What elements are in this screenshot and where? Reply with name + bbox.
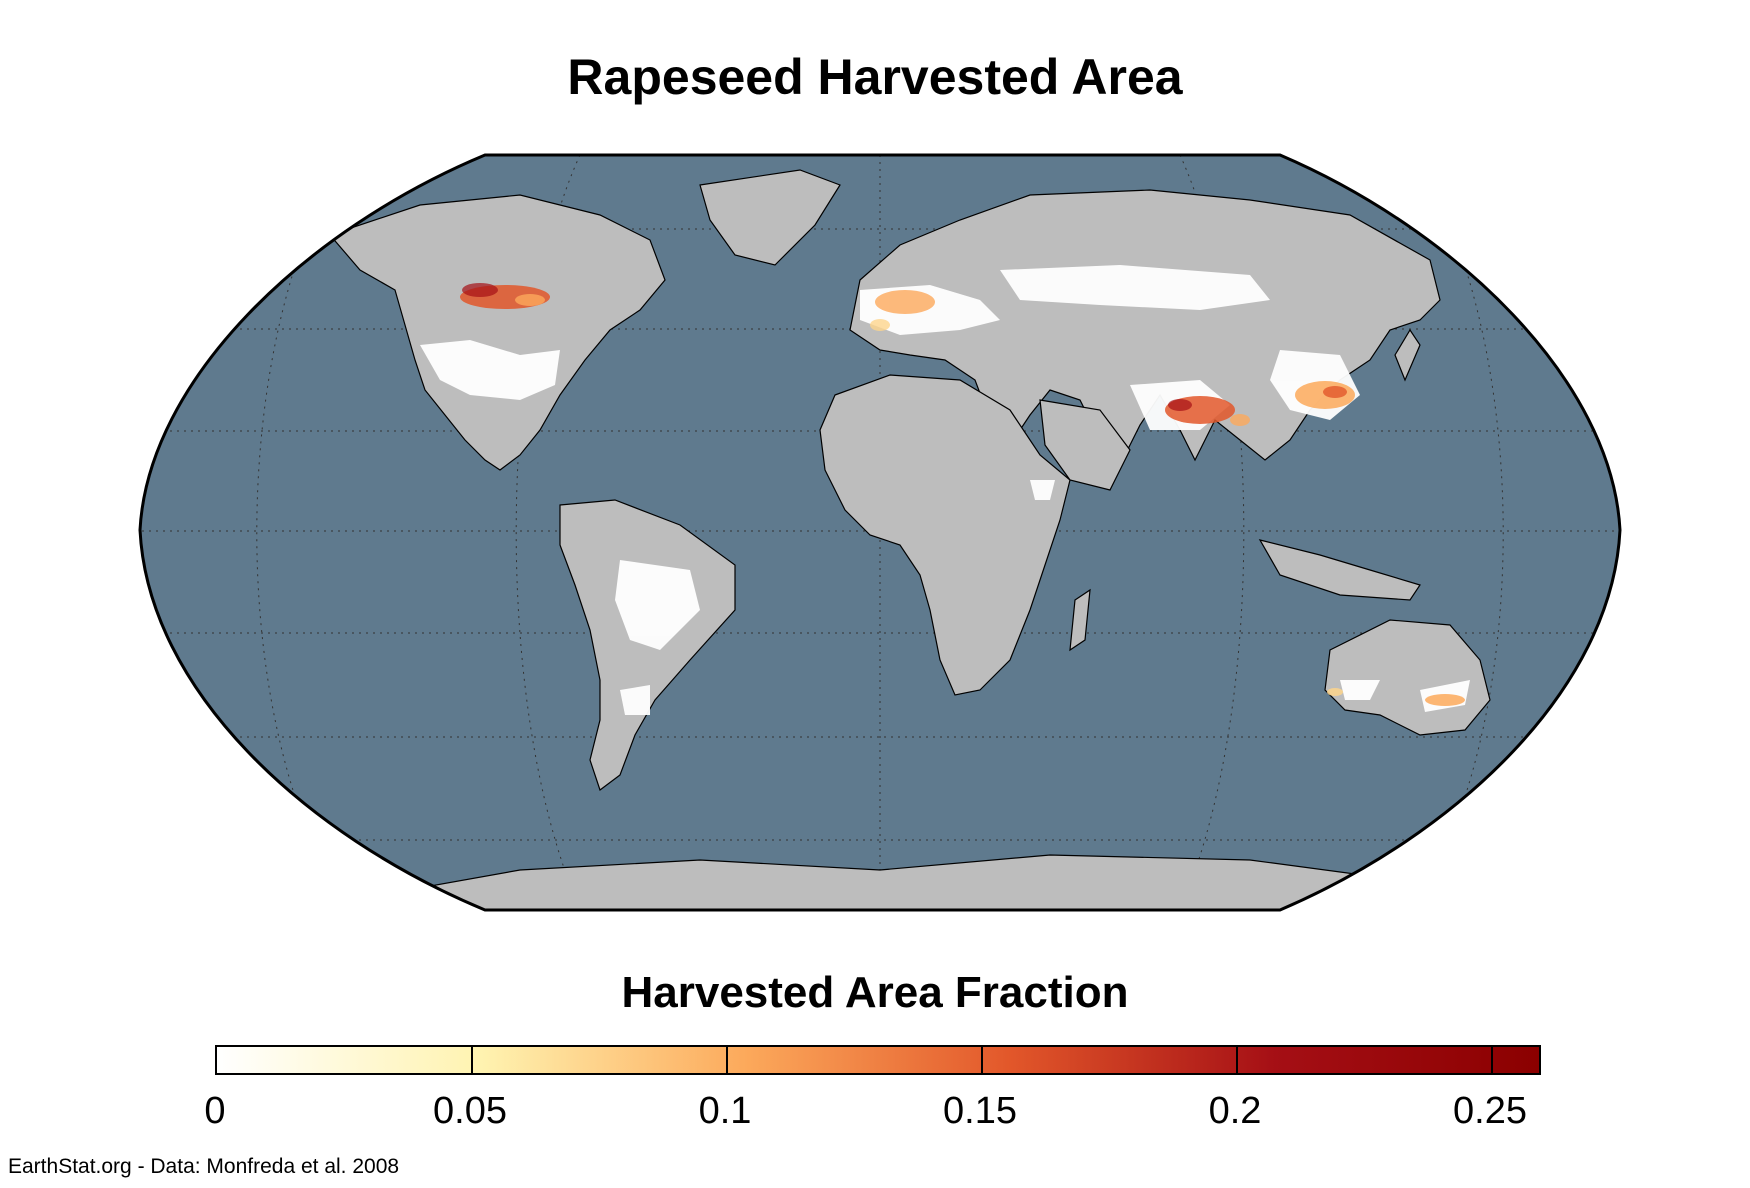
colorbar-tick-label: 0.1 (698, 1090, 752, 1132)
land-masses (299, 169, 1561, 910)
colorbar-tick (1236, 1047, 1238, 1073)
colorbar-tick-label: 0.15 (943, 1090, 1017, 1132)
credit-text: EarthStat.org - Data: Monfreda et al. 20… (8, 1155, 400, 1178)
colorbar (215, 1045, 1541, 1075)
world-map (138, 153, 1622, 912)
greenland (699, 169, 841, 266)
indonesia (1258, 539, 1421, 601)
hotspot-australia (1425, 694, 1465, 706)
africa (819, 374, 1071, 696)
japan (1394, 328, 1421, 382)
arabia (1039, 399, 1131, 491)
hotspots (460, 283, 1465, 706)
hotspot-europe (875, 290, 935, 314)
globe-border (138, 153, 1622, 912)
colorbar-tick (981, 1047, 983, 1073)
legend-title: Harvested Area Fraction (621, 968, 1129, 1017)
colorbar-tick (471, 1047, 473, 1073)
colorbar-tick-label: 0.05 (433, 1090, 507, 1132)
north-america (328, 194, 666, 471)
madagascar (1069, 588, 1091, 652)
map-title: Rapeseed Harvested Area (567, 49, 1183, 105)
colorbar-tick-label: 0 (204, 1090, 226, 1132)
colorbar-tick-label: 0.2 (1208, 1090, 1262, 1132)
colorbar-tick-label: 0.25 (1453, 1090, 1527, 1132)
antarctica (299, 854, 1481, 910)
colorbar-tick (1491, 1047, 1493, 1073)
colorbar-tick (726, 1047, 728, 1073)
